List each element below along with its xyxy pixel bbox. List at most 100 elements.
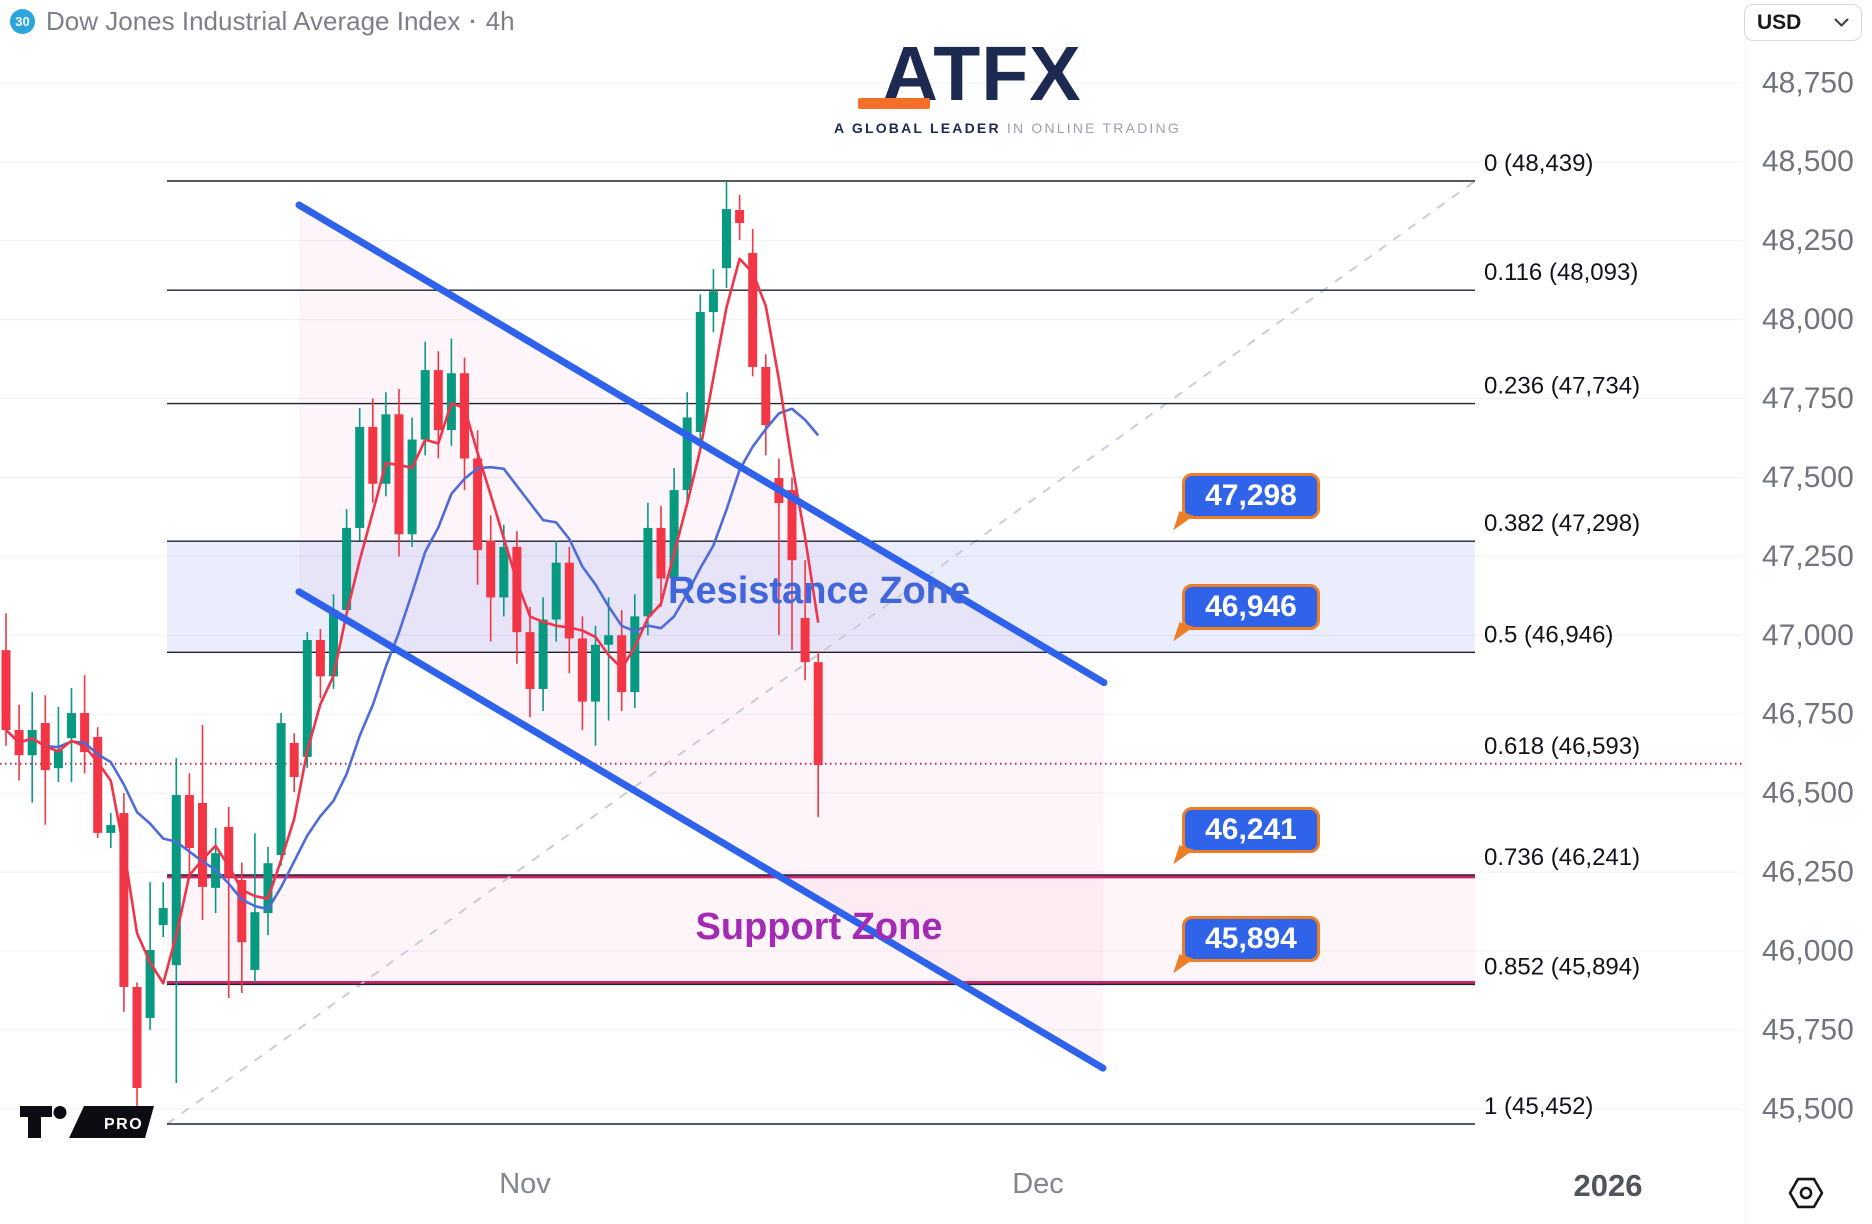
fib-level-label: 0.236 (47,734) <box>1484 373 1640 400</box>
price-callout[interactable]: 45,894 <box>1173 916 1320 979</box>
pro-badge: PRO <box>104 1116 143 1133</box>
candle-body <box>224 826 234 878</box>
chevron-down-icon <box>1834 18 1849 26</box>
candle-body <box>93 736 103 833</box>
resistance-zone-label[interactable]: Resistance Zone <box>668 570 970 612</box>
price-tick-label: 46,000 <box>1762 934 1854 967</box>
price-tick-label: 48,250 <box>1762 224 1854 257</box>
candle-body <box>67 712 76 739</box>
price-tick-label: 47,000 <box>1762 619 1854 652</box>
candle-body <box>722 209 731 269</box>
candle-body <box>171 795 181 966</box>
candle-body <box>276 723 286 856</box>
candle-body <box>682 417 692 491</box>
trend-line-lower <box>295 588 1107 1072</box>
candle-body <box>132 986 142 1089</box>
fib-level-label: 0.618 (46,593) <box>1484 733 1640 760</box>
price-callout[interactable]: 47,298 <box>1173 473 1320 536</box>
atfx-tagline-bold: A GLOBAL LEADER <box>834 120 1001 136</box>
candle-body <box>551 562 561 620</box>
price-tick-label: 46,750 <box>1762 698 1854 731</box>
trend-channel-fill <box>299 204 1104 1069</box>
price-tick-label: 46,500 <box>1762 777 1854 810</box>
xaxis-label-2026: 2026 <box>1573 1168 1643 1203</box>
candle-body <box>263 863 273 914</box>
price-tick-label: 45,500 <box>1762 1092 1854 1125</box>
fib-level-label: 0.116 (48,093) <box>1484 259 1638 286</box>
candle-body <box>1 650 11 731</box>
ma-line-slow <box>5 407 820 911</box>
candle-body <box>237 879 247 943</box>
candle-body <box>381 414 391 484</box>
price-tick-label: 48,500 <box>1762 145 1854 178</box>
candle-body <box>695 312 705 432</box>
candle-body <box>708 291 718 313</box>
candle-body <box>656 527 666 579</box>
candle-body <box>460 373 469 459</box>
price-callout[interactable]: 46,241 <box>1173 806 1320 869</box>
callout-price: 47,298 <box>1205 479 1297 513</box>
candle-body <box>302 640 312 757</box>
support-zone-label[interactable]: Support Zone <box>695 906 943 948</box>
candle-body <box>315 640 325 677</box>
fib-level-label: 0.5 (46,946) <box>1484 621 1613 648</box>
candle-body <box>761 366 771 426</box>
candle-body <box>486 540 496 598</box>
atfx-logo: ATFX A GLOBAL LEADER IN ONLINE TRADING <box>834 36 1179 137</box>
candle-body <box>145 950 155 1018</box>
atfx-orange-bar-icon <box>858 98 930 109</box>
candle-body <box>748 252 758 367</box>
price-callout[interactable]: 46,946 <box>1173 584 1320 647</box>
currency-value: USD <box>1757 10 1802 34</box>
tradingview-logo-icon[interactable]: PRO <box>18 1102 168 1144</box>
price-tick-label: 48,750 <box>1762 66 1854 99</box>
atfx-tagline-rest: IN ONLINE TRADING <box>1006 120 1181 136</box>
candle-body <box>198 802 207 887</box>
candle-body <box>591 644 600 702</box>
timeframe-label: 4h <box>485 6 515 36</box>
symbol-header: 30 Dow Jones Industrial Average Index · … <box>10 6 515 37</box>
candle-body <box>813 662 823 766</box>
trend-line-upper <box>295 201 1108 687</box>
candle-body <box>499 546 509 598</box>
callout-price: 45,894 <box>1205 922 1297 956</box>
candle-body <box>80 712 90 753</box>
candle-body <box>617 635 627 693</box>
settings-gear-icon[interactable] <box>1783 1170 1829 1216</box>
fib-level-label: 1 (45,452) <box>1484 1093 1593 1120</box>
candle-body <box>407 439 417 535</box>
candle-body <box>106 825 116 833</box>
fib-level-label: 0.736 (46,241) <box>1484 844 1640 871</box>
fib-level-label: 0.852 (45,894) <box>1484 953 1640 980</box>
candle-body <box>446 373 456 431</box>
candle-body <box>329 610 338 677</box>
price-tick-label: 47,250 <box>1762 540 1854 573</box>
candle-body <box>525 632 535 689</box>
price-tick-label: 45,750 <box>1762 1013 1854 1046</box>
candle-body <box>800 617 810 663</box>
fib-level-label: 0.382 (47,298) <box>1484 510 1640 537</box>
xaxis-label-dec: Dec <box>1012 1168 1064 1200</box>
candle-body <box>433 370 443 431</box>
candle-body <box>669 490 679 579</box>
atfx-tagline: A GLOBAL LEADER IN ONLINE TRADING <box>834 120 1179 136</box>
candle-body <box>394 414 404 535</box>
candle-body <box>342 527 352 611</box>
candle-body <box>184 795 194 849</box>
fib-level-label: 0 (48,439) <box>1484 150 1593 177</box>
price-tick-label: 46,250 <box>1762 856 1854 889</box>
currency-dropdown[interactable]: USD <box>1744 4 1862 41</box>
xaxis-label-nov: Nov <box>499 1168 551 1200</box>
callout-price: 46,946 <box>1205 590 1297 624</box>
candle-body <box>53 750 63 769</box>
candle-body <box>564 562 574 639</box>
symbol-title: Dow Jones Industrial Average Index <box>46 6 461 36</box>
candle-body <box>512 546 522 633</box>
price-tick-label: 48,000 <box>1762 303 1854 336</box>
candle-body <box>787 490 797 561</box>
candle-body <box>27 730 37 756</box>
candle-body <box>473 458 483 551</box>
price-tick-label: 47,750 <box>1762 382 1854 415</box>
